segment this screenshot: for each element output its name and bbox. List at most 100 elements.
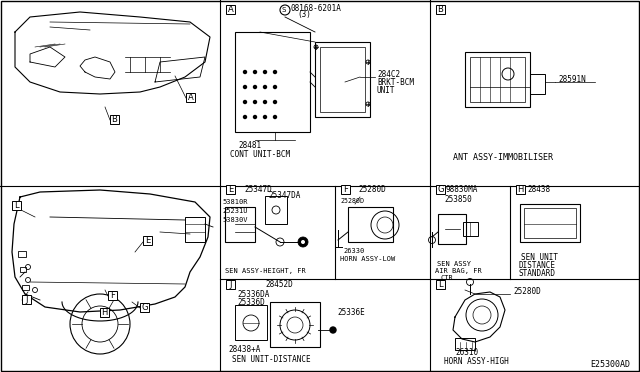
Bar: [226, 280, 235, 289]
Text: (3): (3): [297, 10, 311, 19]
Circle shape: [273, 100, 276, 103]
Text: 26330: 26330: [343, 248, 364, 254]
Bar: [348, 207, 393, 242]
Bar: [12, 201, 21, 210]
Text: 25336E: 25336E: [337, 308, 365, 317]
Bar: [110, 115, 119, 124]
Bar: [18, 251, 26, 257]
Circle shape: [253, 100, 257, 103]
Text: STANDARD: STANDARD: [519, 269, 556, 278]
Bar: [436, 185, 445, 194]
Circle shape: [273, 86, 276, 89]
Bar: [143, 236, 152, 245]
Bar: [438, 214, 466, 244]
Text: B: B: [111, 115, 117, 124]
Circle shape: [273, 115, 276, 119]
Text: 53830V: 53830V: [222, 217, 248, 223]
Text: L: L: [438, 280, 443, 289]
Text: J: J: [25, 295, 28, 304]
Text: H: H: [101, 308, 108, 317]
Bar: [455, 338, 475, 350]
Bar: [225, 207, 255, 242]
Text: CTR: CTR: [441, 275, 454, 281]
Text: G: G: [437, 185, 444, 194]
Bar: [22, 295, 31, 304]
Text: F: F: [343, 185, 348, 194]
Bar: [465, 52, 530, 107]
Bar: [108, 291, 117, 300]
Bar: [463, 222, 478, 236]
Text: E25300AD: E25300AD: [590, 360, 630, 369]
Text: ANT ASSY-IMMOBILISER: ANT ASSY-IMMOBILISER: [453, 153, 553, 162]
Text: AIR BAG, FR: AIR BAG, FR: [435, 268, 482, 274]
Circle shape: [298, 237, 308, 247]
Bar: [470, 57, 525, 102]
Text: A: A: [188, 93, 193, 102]
Text: 98830MA: 98830MA: [446, 185, 478, 194]
Text: 28438+A: 28438+A: [228, 345, 260, 354]
Text: E: E: [228, 185, 233, 194]
Circle shape: [264, 100, 266, 103]
Bar: [235, 305, 267, 340]
Text: S: S: [282, 7, 286, 13]
Circle shape: [243, 86, 246, 89]
Text: 28452D: 28452D: [265, 280, 292, 289]
Bar: [320, 47, 365, 112]
Text: 25231U: 25231U: [222, 208, 248, 214]
Text: 253850: 253850: [444, 195, 472, 204]
Bar: [235, 32, 310, 132]
Text: 26310: 26310: [455, 348, 478, 357]
Text: 25336D: 25336D: [237, 298, 265, 307]
Circle shape: [243, 100, 246, 103]
Circle shape: [253, 115, 257, 119]
Circle shape: [264, 115, 266, 119]
Bar: [22, 285, 29, 290]
Bar: [270, 302, 320, 347]
Text: F: F: [110, 291, 115, 300]
Text: UNIT: UNIT: [377, 86, 396, 95]
Text: 25280D: 25280D: [340, 198, 364, 204]
Text: SEN ASSY: SEN ASSY: [437, 261, 471, 267]
Text: 28591N: 28591N: [558, 75, 586, 84]
Text: HORN ASSY-HIGH: HORN ASSY-HIGH: [444, 357, 509, 366]
Text: 28438: 28438: [527, 185, 550, 194]
Text: 28481: 28481: [238, 141, 261, 150]
Bar: [436, 280, 445, 289]
Bar: [315, 42, 370, 117]
Text: SEN UNIT-DISTANCE: SEN UNIT-DISTANCE: [232, 355, 310, 364]
Text: 25336DA: 25336DA: [237, 290, 269, 299]
Circle shape: [253, 86, 257, 89]
Text: A: A: [228, 5, 234, 14]
Bar: [100, 308, 109, 317]
Text: CONT UNIT-BCM: CONT UNIT-BCM: [230, 150, 290, 159]
Circle shape: [243, 71, 246, 74]
Text: 53810R: 53810R: [222, 199, 248, 205]
Text: DISTANCE: DISTANCE: [519, 261, 556, 270]
Circle shape: [264, 86, 266, 89]
Text: J: J: [229, 280, 232, 289]
Bar: [186, 93, 195, 102]
Bar: [341, 185, 350, 194]
Bar: [185, 217, 205, 242]
Text: 25280D: 25280D: [358, 185, 386, 194]
Text: 25280D: 25280D: [513, 287, 541, 296]
Circle shape: [273, 71, 276, 74]
Text: 08168-6201A: 08168-6201A: [291, 4, 342, 13]
Bar: [524, 208, 576, 238]
Text: H: H: [517, 185, 524, 194]
Bar: [436, 5, 445, 14]
Bar: [530, 74, 545, 94]
Circle shape: [264, 71, 266, 74]
Bar: [226, 5, 235, 14]
Circle shape: [330, 327, 336, 333]
Text: B: B: [438, 5, 444, 14]
Text: E: E: [145, 236, 150, 245]
Text: HORN ASSY-LOW: HORN ASSY-LOW: [340, 256, 396, 262]
Text: 25347D: 25347D: [244, 185, 272, 194]
Text: 284C2: 284C2: [377, 70, 400, 79]
Bar: [226, 185, 235, 194]
Text: G: G: [141, 303, 148, 312]
Circle shape: [301, 240, 305, 244]
Circle shape: [253, 71, 257, 74]
Bar: [140, 303, 149, 312]
